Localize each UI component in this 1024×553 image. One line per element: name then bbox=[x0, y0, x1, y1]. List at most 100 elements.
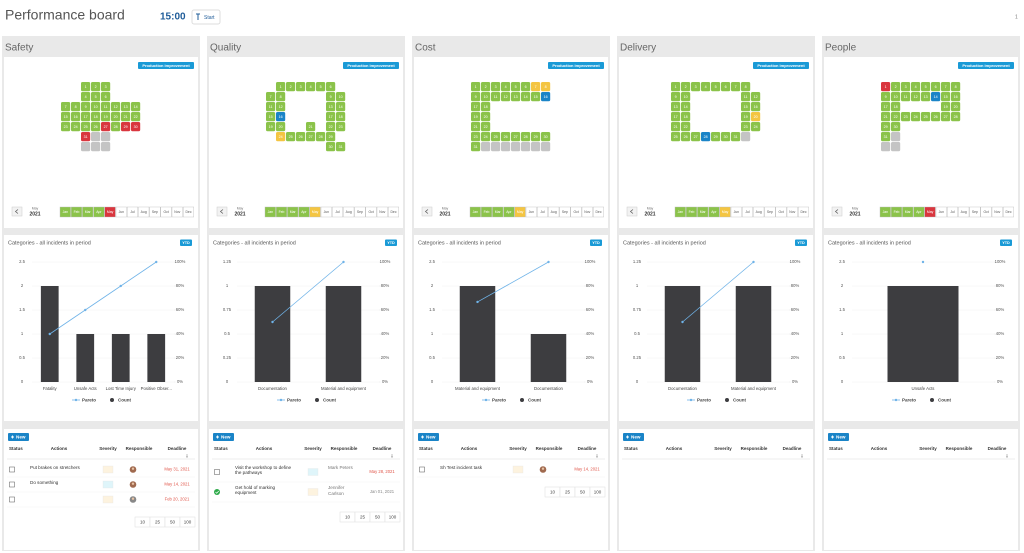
new-label[interactable]: New bbox=[836, 435, 846, 440]
column-header[interactable]: Actions bbox=[256, 446, 273, 451]
column-header[interactable]: Severity bbox=[509, 446, 527, 451]
legend-label[interactable]: Count bbox=[118, 397, 131, 402]
prev-button[interactable] bbox=[216, 206, 228, 217]
column-header[interactable]: Responsible bbox=[536, 446, 563, 451]
page-size-label[interactable]: 10 bbox=[345, 514, 351, 519]
month-cell[interactable] bbox=[969, 206, 981, 218]
status-checkbox[interactable] bbox=[9, 481, 15, 488]
month-cell[interactable] bbox=[559, 206, 571, 218]
month-cell[interactable] bbox=[481, 206, 493, 218]
month-cell[interactable] bbox=[764, 206, 776, 218]
new-button[interactable] bbox=[623, 433, 644, 441]
prev-button[interactable] bbox=[626, 206, 638, 217]
column-header[interactable]: Severity bbox=[304, 446, 322, 451]
new-button[interactable] bbox=[828, 433, 849, 441]
month-cell[interactable] bbox=[947, 206, 959, 218]
legend-label[interactable]: Count bbox=[528, 397, 541, 402]
month-cell[interactable] bbox=[138, 206, 150, 218]
legend-label[interactable]: Count bbox=[938, 397, 951, 402]
month-cell[interactable] bbox=[298, 206, 310, 218]
month-cell[interactable] bbox=[503, 206, 515, 218]
month-cell[interactable] bbox=[935, 206, 947, 218]
start-button[interactable]: Start bbox=[191, 9, 221, 25]
month-cell[interactable] bbox=[104, 206, 116, 218]
month-cell[interactable] bbox=[354, 206, 366, 218]
prev-button[interactable] bbox=[831, 206, 843, 217]
month-cell[interactable] bbox=[697, 206, 709, 218]
month-cell[interactable] bbox=[492, 206, 504, 218]
month-cell[interactable] bbox=[902, 206, 914, 218]
legend-label[interactable]: Pareto bbox=[697, 397, 711, 402]
column-header[interactable]: Status bbox=[624, 446, 638, 451]
column-header[interactable]: Deadline bbox=[168, 446, 187, 451]
month-cell[interactable] bbox=[775, 206, 787, 218]
column-header[interactable]: Status bbox=[214, 446, 228, 451]
month-cell[interactable] bbox=[686, 206, 698, 218]
column-header[interactable]: Deadline bbox=[578, 446, 597, 451]
month-cell[interactable] bbox=[548, 206, 560, 218]
month-cell[interactable] bbox=[753, 206, 765, 218]
month-cell[interactable] bbox=[320, 206, 332, 218]
month-cell[interactable] bbox=[891, 206, 903, 218]
column-header[interactable]: Deadline bbox=[783, 446, 802, 451]
month-cell[interactable] bbox=[388, 206, 400, 218]
legend-label[interactable]: Pareto bbox=[82, 397, 96, 402]
month-cell[interactable] bbox=[115, 206, 127, 218]
column-header[interactable]: Actions bbox=[461, 446, 478, 451]
status-checkbox[interactable] bbox=[9, 466, 15, 473]
month-cell[interactable] bbox=[742, 206, 754, 218]
page-size-label[interactable]: 50 bbox=[580, 489, 586, 494]
prev-button[interactable] bbox=[421, 206, 433, 217]
month-cell[interactable] bbox=[525, 206, 537, 218]
month-cell[interactable] bbox=[70, 206, 82, 218]
status-checkbox[interactable] bbox=[419, 466, 425, 473]
column-header[interactable]: Deadline bbox=[373, 446, 392, 451]
month-cell[interactable] bbox=[469, 206, 481, 218]
legend-label[interactable]: Count bbox=[733, 397, 746, 402]
page-size-label[interactable]: 10 bbox=[550, 489, 556, 494]
page-size-label[interactable]: 100 bbox=[594, 489, 602, 494]
page-size-label[interactable]: 25 bbox=[565, 489, 571, 494]
status-checkbox[interactable] bbox=[214, 469, 220, 475]
new-button[interactable] bbox=[213, 433, 234, 441]
column-header[interactable]: Responsible bbox=[741, 446, 768, 451]
month-cell[interactable] bbox=[93, 206, 105, 218]
month-cell[interactable] bbox=[581, 206, 593, 218]
month-cell[interactable] bbox=[786, 206, 798, 218]
month-cell[interactable] bbox=[730, 206, 742, 218]
start-label[interactable]: Start bbox=[204, 15, 215, 21]
prev-button[interactable] bbox=[11, 206, 23, 217]
page-size-label[interactable]: 100 bbox=[184, 519, 192, 524]
legend-label[interactable]: Pareto bbox=[287, 397, 301, 402]
column-header[interactable]: Status bbox=[9, 446, 23, 451]
new-button[interactable] bbox=[418, 433, 439, 441]
month-cell[interactable] bbox=[514, 206, 526, 218]
column-header[interactable]: Severity bbox=[99, 446, 117, 451]
month-cell[interactable] bbox=[980, 206, 992, 218]
month-cell[interactable] bbox=[126, 206, 138, 218]
month-cell[interactable] bbox=[537, 206, 549, 218]
month-cell[interactable] bbox=[674, 206, 686, 218]
month-cell[interactable] bbox=[719, 206, 731, 218]
column-header[interactable]: Status bbox=[419, 446, 433, 451]
month-cell[interactable] bbox=[171, 206, 183, 218]
month-cell[interactable] bbox=[264, 206, 276, 218]
month-cell[interactable] bbox=[913, 206, 925, 218]
month-cell[interactable] bbox=[991, 206, 1003, 218]
column-header[interactable]: Actions bbox=[51, 446, 68, 451]
page-size-label[interactable]: 100 bbox=[389, 514, 397, 519]
status-checkbox[interactable] bbox=[9, 496, 15, 503]
month-cell[interactable] bbox=[149, 206, 161, 218]
column-header[interactable]: Responsible bbox=[946, 446, 973, 451]
new-label[interactable]: New bbox=[631, 435, 641, 440]
legend-label[interactable]: Count bbox=[323, 397, 336, 402]
month-cell[interactable] bbox=[276, 206, 288, 218]
month-cell[interactable] bbox=[798, 206, 810, 218]
month-cell[interactable] bbox=[309, 206, 321, 218]
page-size-label[interactable]: 25 bbox=[155, 519, 161, 524]
page-size-label[interactable]: 10 bbox=[140, 519, 146, 524]
column-header[interactable]: Responsible bbox=[126, 446, 153, 451]
page-size-button[interactable] bbox=[384, 511, 401, 523]
month-cell[interactable] bbox=[365, 206, 377, 218]
column-header[interactable]: Responsible bbox=[331, 446, 358, 451]
